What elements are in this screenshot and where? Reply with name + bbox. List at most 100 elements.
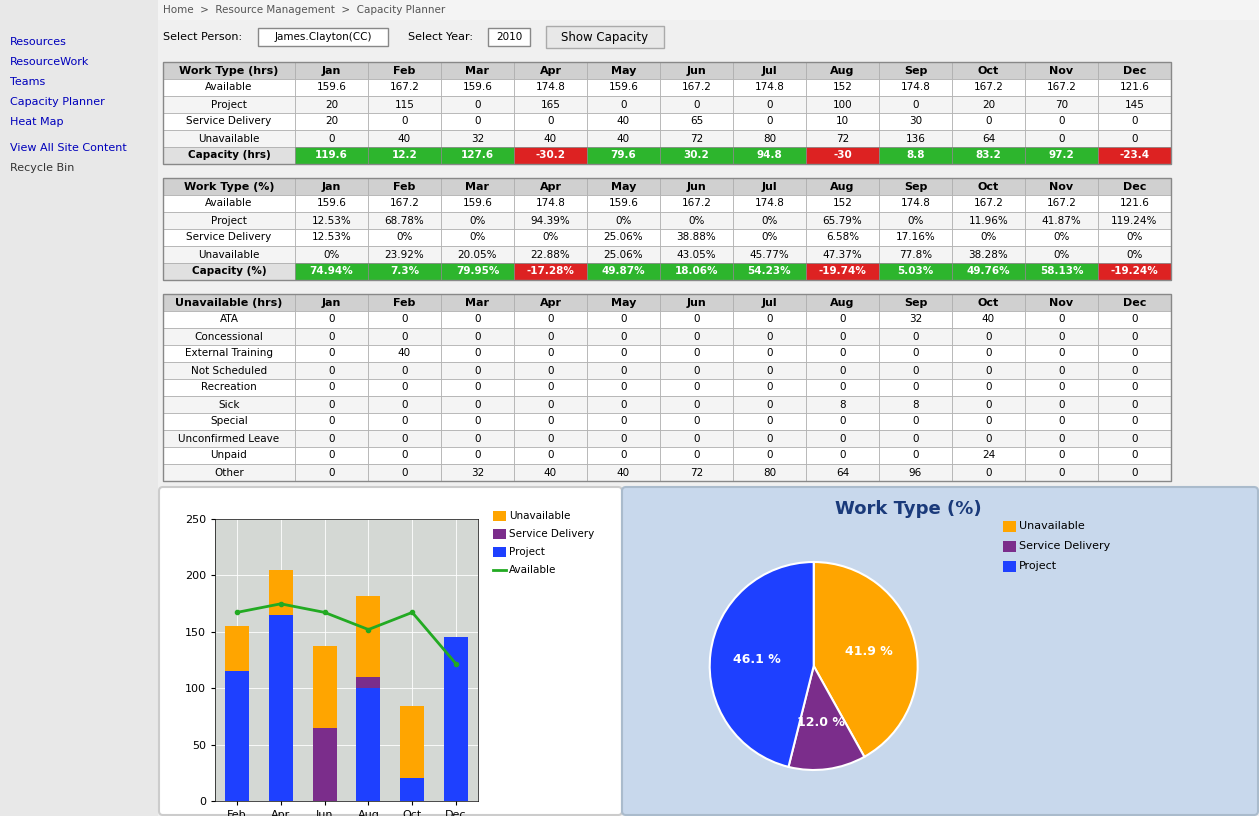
Text: 0: 0 bbox=[840, 314, 846, 325]
Bar bbox=[1025, 447, 1098, 464]
Text: 83.2: 83.2 bbox=[976, 150, 1001, 161]
Bar bbox=[1025, 263, 1098, 280]
Bar bbox=[441, 430, 514, 447]
Bar bbox=[1003, 541, 1016, 552]
Bar bbox=[295, 130, 368, 147]
Bar bbox=[1098, 113, 1171, 130]
Bar bbox=[733, 178, 806, 195]
Text: 174.8: 174.8 bbox=[535, 82, 565, 92]
Bar bbox=[879, 430, 952, 447]
Bar bbox=[295, 113, 368, 130]
Bar bbox=[806, 294, 879, 311]
Bar bbox=[733, 396, 806, 413]
Text: Work Type (hrs): Work Type (hrs) bbox=[179, 65, 278, 76]
Bar bbox=[879, 79, 952, 96]
Bar bbox=[368, 246, 441, 263]
Bar bbox=[162, 96, 295, 113]
Text: 0: 0 bbox=[694, 433, 700, 444]
Text: 0: 0 bbox=[548, 366, 554, 375]
Text: 68.78%: 68.78% bbox=[385, 215, 424, 225]
Text: Mar: Mar bbox=[466, 298, 490, 308]
Bar bbox=[660, 413, 733, 430]
Bar bbox=[733, 62, 806, 79]
Text: Concessional: Concessional bbox=[195, 331, 263, 342]
Text: 0: 0 bbox=[402, 314, 408, 325]
Bar bbox=[879, 147, 952, 164]
Bar bbox=[514, 328, 587, 345]
Text: 0: 0 bbox=[913, 433, 919, 444]
Text: Available: Available bbox=[205, 198, 253, 209]
Text: 174.8: 174.8 bbox=[535, 198, 565, 209]
Text: 32: 32 bbox=[471, 468, 485, 477]
Bar bbox=[733, 229, 806, 246]
Wedge shape bbox=[788, 666, 865, 770]
Text: 0: 0 bbox=[475, 348, 481, 358]
Bar bbox=[441, 62, 514, 79]
Bar bbox=[1025, 464, 1098, 481]
Text: 38.28%: 38.28% bbox=[968, 250, 1008, 259]
Text: Nov: Nov bbox=[1050, 181, 1074, 192]
Text: 0: 0 bbox=[694, 450, 700, 460]
Text: 0%: 0% bbox=[616, 215, 632, 225]
Bar bbox=[879, 464, 952, 481]
Text: 11.96%: 11.96% bbox=[968, 215, 1008, 225]
Text: 72: 72 bbox=[690, 468, 703, 477]
Text: Jul: Jul bbox=[762, 65, 777, 76]
Bar bbox=[1025, 96, 1098, 113]
Text: 20: 20 bbox=[325, 117, 339, 126]
Text: Project: Project bbox=[212, 100, 247, 109]
Bar bbox=[295, 79, 368, 96]
Text: Dec: Dec bbox=[1123, 181, 1146, 192]
Bar bbox=[733, 246, 806, 263]
Text: Teams: Teams bbox=[10, 77, 45, 87]
Text: 20: 20 bbox=[325, 100, 339, 109]
Bar bbox=[879, 447, 952, 464]
Text: 20: 20 bbox=[982, 100, 995, 109]
Bar bbox=[587, 294, 660, 311]
Bar bbox=[441, 96, 514, 113]
Bar bbox=[806, 464, 879, 481]
Text: 94.8: 94.8 bbox=[757, 150, 782, 161]
Text: 136: 136 bbox=[905, 134, 925, 144]
Bar bbox=[368, 130, 441, 147]
Bar bbox=[514, 345, 587, 362]
Bar bbox=[295, 195, 368, 212]
Text: 0: 0 bbox=[986, 383, 992, 392]
Bar bbox=[514, 147, 587, 164]
Text: 0: 0 bbox=[329, 383, 335, 392]
Bar bbox=[441, 229, 514, 246]
Text: 0: 0 bbox=[767, 400, 773, 410]
Text: 10: 10 bbox=[836, 117, 849, 126]
Text: 145: 145 bbox=[1124, 100, 1144, 109]
Text: 0: 0 bbox=[1132, 117, 1138, 126]
Text: 72: 72 bbox=[690, 134, 703, 144]
Text: 174.8: 174.8 bbox=[754, 198, 784, 209]
Text: 0: 0 bbox=[402, 383, 408, 392]
Bar bbox=[952, 79, 1025, 96]
Text: Unavailable (hrs): Unavailable (hrs) bbox=[175, 298, 283, 308]
Bar bbox=[1025, 328, 1098, 345]
Text: 40: 40 bbox=[617, 468, 630, 477]
Text: 32: 32 bbox=[909, 314, 922, 325]
Text: 0: 0 bbox=[621, 331, 627, 342]
Text: Heat Map: Heat Map bbox=[10, 117, 63, 127]
Text: 0: 0 bbox=[1132, 366, 1138, 375]
Bar bbox=[368, 413, 441, 430]
Text: 0: 0 bbox=[913, 331, 919, 342]
Text: 6.58%: 6.58% bbox=[826, 233, 859, 242]
Text: 0: 0 bbox=[548, 400, 554, 410]
Bar bbox=[733, 413, 806, 430]
Bar bbox=[879, 195, 952, 212]
Bar bbox=[952, 464, 1025, 481]
Text: Home  >  Resource Management  >  Capacity Planner: Home > Resource Management > Capacity Pl… bbox=[162, 5, 446, 15]
Text: Unavailable: Unavailable bbox=[1019, 521, 1084, 531]
Bar bbox=[879, 413, 952, 430]
Bar bbox=[660, 263, 733, 280]
Bar bbox=[295, 447, 368, 464]
Text: 0: 0 bbox=[986, 117, 992, 126]
Bar bbox=[1025, 413, 1098, 430]
Text: Jun: Jun bbox=[686, 298, 706, 308]
Text: 0: 0 bbox=[1132, 400, 1138, 410]
Text: 0: 0 bbox=[767, 416, 773, 427]
Text: 159.6: 159.6 bbox=[462, 82, 492, 92]
